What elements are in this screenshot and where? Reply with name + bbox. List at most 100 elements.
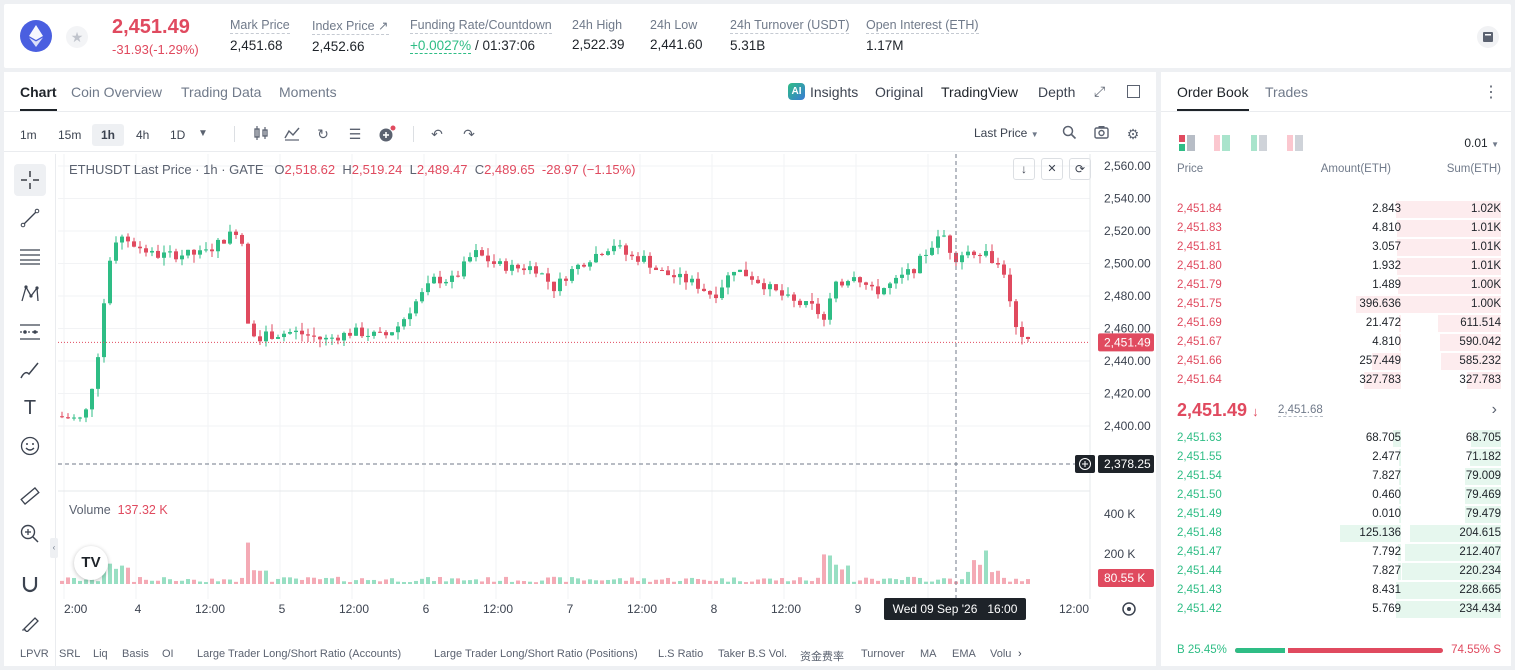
drag-handle-icon[interactable] xyxy=(16,626,26,636)
chevron-right-icon[interactable]: › xyxy=(1018,648,1022,660)
candle-type-icon[interactable] xyxy=(252,125,270,143)
stat-index-price[interactable]: Index Price ↗ 2,452.66 xyxy=(312,18,389,54)
indicator-oi[interactable]: OI xyxy=(162,648,174,660)
ask-row[interactable]: 2,451.64 327.783 327.783 xyxy=(1161,371,1511,390)
indicator-ls-ratio[interactable]: L.S Ratio xyxy=(658,648,704,660)
emoji-tool-icon[interactable] xyxy=(14,430,46,462)
funding-rate[interactable]: +0.0027% xyxy=(410,38,472,54)
indicators-icon[interactable] xyxy=(283,125,301,143)
trend-line-tool-icon[interactable] xyxy=(14,202,46,234)
price-type-select[interactable]: Last Price ▼ xyxy=(974,126,1039,140)
indicator-ema[interactable]: EMA xyxy=(952,648,976,660)
zoom-in-tool-icon[interactable] xyxy=(14,518,46,550)
timeframe-1m[interactable]: 1m xyxy=(20,128,37,142)
bid-row[interactable]: 2,451.63 68.705 68.705 xyxy=(1161,429,1511,448)
text-tool-icon[interactable]: T xyxy=(23,396,37,419)
timeframe-15m[interactable]: 15m xyxy=(58,128,82,142)
ask-row[interactable]: 2,451.84 2.843 1.02K xyxy=(1161,200,1511,219)
ask-row[interactable]: 2,451.66 257.449 585.232 xyxy=(1161,352,1511,371)
view-bids-only-icon[interactable] xyxy=(1251,135,1267,154)
ask-row[interactable]: 2,451.83 4.810 1.01K xyxy=(1161,219,1511,238)
indicator-taker-bs-vol[interactable]: Taker B.S Vol. xyxy=(718,648,788,660)
camera-icon[interactable] xyxy=(1092,125,1110,143)
tab-chart[interactable]: Chart xyxy=(20,84,57,111)
guide-book-icon[interactable] xyxy=(1477,26,1499,48)
tab-trading-data[interactable]: Trading Data xyxy=(181,84,262,100)
more-options-icon[interactable]: ⋮ xyxy=(1483,84,1499,101)
volume-bar-down xyxy=(948,578,952,584)
bid-row[interactable]: 2,451.47 7.792 212.407 xyxy=(1161,543,1511,562)
chevron-right-icon[interactable]: › xyxy=(1491,401,1497,418)
stat-value: +0.0027% / 01:37:06 xyxy=(410,38,552,54)
lock-drawing-tool-icon[interactable] xyxy=(14,606,46,638)
bid-row[interactable]: 2,451.49 0.010 79.479 xyxy=(1161,505,1511,524)
timeframe-1h[interactable]: 1h xyxy=(92,124,125,146)
search-icon[interactable] xyxy=(1060,125,1078,143)
tab-coin-overview[interactable]: Coin Overview xyxy=(71,84,163,100)
pattern-tool-icon[interactable] xyxy=(14,278,46,310)
window-icon[interactable] xyxy=(1127,85,1140,98)
ai-insights-icon[interactable]: AI xyxy=(788,83,805,100)
horizontal-lines-tool-icon[interactable] xyxy=(14,240,46,272)
ask-row[interactable]: 2,451.79 1.489 1.00K xyxy=(1161,276,1511,295)
maximize-pane-icon[interactable]: ⟳ xyxy=(1069,158,1091,180)
bid-row[interactable]: 2,451.55 2.477 71.182 xyxy=(1161,448,1511,467)
scroll-down-icon[interactable]: ↓ xyxy=(1013,158,1035,180)
add-alert-icon[interactable] xyxy=(378,125,396,143)
collapse-pane-icon[interactable]: ✕ xyxy=(1041,158,1063,180)
ask-row[interactable]: 2,451.80 1.932 1.01K xyxy=(1161,257,1511,276)
candlestick-chart-svg[interactable]: 2,560.00 2,540.00 2,520.00 2,500.00 2,480.00… xyxy=(58,154,1156,666)
precision-select[interactable]: 0.01 ▼ xyxy=(1464,136,1499,150)
compare-icon[interactable]: ↻ xyxy=(317,126,329,142)
external-link-icon[interactable]: ↗ xyxy=(378,19,389,33)
expand-icon[interactable]: ⤢ xyxy=(1094,83,1106,99)
undo-icon[interactable]: ↶ xyxy=(431,126,443,142)
brush-tool-icon[interactable] xyxy=(14,354,46,386)
timeframe-dropdown-icon[interactable]: ▼ xyxy=(198,128,208,139)
view-asks-only-icon[interactable] xyxy=(1287,135,1303,154)
indicator-basis[interactable]: Basis xyxy=(122,648,149,660)
crosshair-tool-icon[interactable] xyxy=(14,164,46,196)
indicator-turnover[interactable]: Turnover xyxy=(861,648,905,660)
indicator-funding-rate[interactable]: 资金费率 xyxy=(800,651,844,663)
view-both-icon[interactable] xyxy=(1179,135,1195,154)
price-chart[interactable]: 2,560.00 2,540.00 2,520.00 2,500.00 2,480.00… xyxy=(58,154,1156,666)
view-depth[interactable]: Depth xyxy=(1038,84,1076,100)
ask-row[interactable]: 2,451.69 21.472 611.514 xyxy=(1161,314,1511,333)
tab-trades[interactable]: Trades xyxy=(1265,84,1309,100)
indicator-volume[interactable]: Volu xyxy=(990,648,1012,660)
bid-row[interactable]: 2,451.54 7.827 79.009 xyxy=(1161,467,1511,486)
ask-row[interactable]: 2,451.81 3.057 1.01K xyxy=(1161,238,1511,257)
ask-row[interactable]: 2,451.75 396.636 1.00K xyxy=(1161,295,1511,314)
tab-moments[interactable]: Moments xyxy=(279,84,337,100)
timeframe-1d[interactable]: 1D xyxy=(170,128,186,142)
magnet-tool-icon[interactable] xyxy=(14,568,46,600)
indicator-liq[interactable]: Liq xyxy=(93,648,108,660)
redo-icon[interactable]: ↷ xyxy=(463,126,475,142)
collapse-toolbar-icon[interactable]: ‹ xyxy=(50,538,58,558)
indicator-srl[interactable]: SRL xyxy=(59,648,81,660)
view-bids-icon[interactable] xyxy=(1214,135,1230,154)
ruler-tool-icon[interactable] xyxy=(14,480,46,512)
indicator-large-trader-positions[interactable]: Large Trader Long/Short Ratio (Positions… xyxy=(434,648,638,660)
bid-row[interactable]: 2,451.50 0.460 79.469 xyxy=(1161,486,1511,505)
indicator-ma[interactable]: MA xyxy=(920,648,937,660)
candle-down xyxy=(546,273,550,282)
bid-row[interactable]: 2,451.43 8.431 228.665 xyxy=(1161,581,1511,600)
view-tradingview[interactable]: TradingView xyxy=(941,84,1019,100)
view-original[interactable]: Original xyxy=(875,84,924,100)
tradingview-logo-icon[interactable]: TV xyxy=(74,546,108,580)
indicator-lpvr[interactable]: LPVR xyxy=(20,648,49,660)
fib-tool-icon[interactable] xyxy=(14,316,46,348)
timeframe-4h[interactable]: 4h xyxy=(136,128,150,142)
settings-gear-icon[interactable]: ⚙ xyxy=(1126,126,1140,142)
view-insights[interactable]: Insights xyxy=(810,84,859,100)
ask-row[interactable]: 2,451.67 4.810 590.042 xyxy=(1161,333,1511,352)
indicator-large-trader-accounts[interactable]: Large Trader Long/Short Ratio (Accounts) xyxy=(197,648,402,660)
favorite-star-icon[interactable]: ★ xyxy=(66,26,88,48)
template-icon[interactable]: ☰ xyxy=(348,126,362,142)
bid-row[interactable]: 2,451.42 5.769 234.434 xyxy=(1161,600,1511,619)
bid-row[interactable]: 2,451.48 125.136 204.615 xyxy=(1161,524,1511,543)
bid-row[interactable]: 2,451.44 7.827 220.234 xyxy=(1161,562,1511,581)
tab-order-book[interactable]: Order Book xyxy=(1177,84,1249,111)
